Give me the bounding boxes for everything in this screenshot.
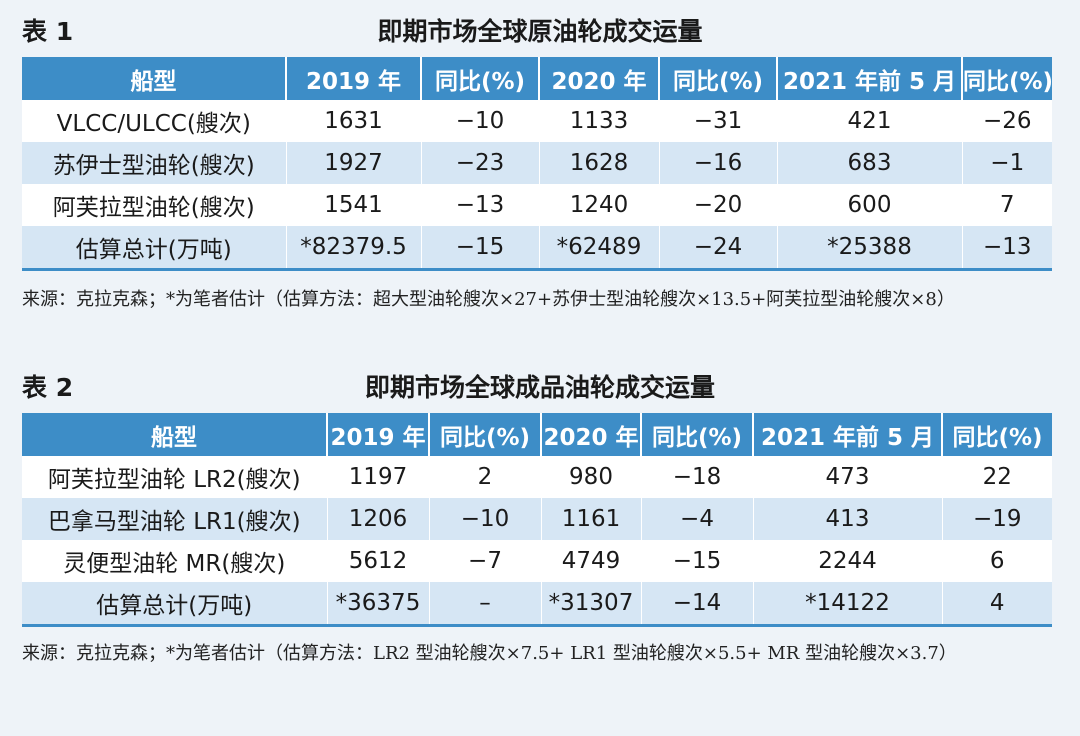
table1-source-note: 来源：克拉克森；*为笔者估计（估算方法：超大型油轮艘次×27+苏伊士型油轮艘次×… [22, 289, 955, 310]
table2-header-row: 船型 2019 年 同比(%) 2020 年 同比(%) 2021 年前 5 月… [22, 413, 1052, 456]
table-cell: 2 [429, 456, 542, 498]
table2-title-row: 表 2 即期市场全球成品油轮成交运量 [0, 364, 1080, 404]
table1-header-2021: 2021 年前 5 月 [777, 57, 963, 100]
table-cell: 巴拿马型油轮 LR1(艘次) [22, 498, 328, 540]
table-cell: 6 [942, 540, 1052, 582]
table-cell: 1133 [539, 100, 660, 142]
table2-header-2020: 2020 年 [541, 413, 642, 456]
table-cell: 估算总计(万吨) [22, 226, 287, 271]
table2-source-note: 来源：克拉克森；*为笔者估计（估算方法：LR2 型油轮艘次×7.5+ LR1 型… [22, 643, 957, 664]
table-cell: 阿芙拉型油轮 LR2(艘次) [22, 456, 328, 498]
table-cell: −19 [942, 498, 1052, 540]
table-cell: VLCC/ULCC(艘次) [22, 100, 287, 142]
table-cell: *36375 [327, 582, 430, 627]
table-cell: 阿芙拉型油轮(艘次) [22, 184, 287, 226]
table-cell: *14122 [753, 582, 943, 627]
table1-header-yoy-2019: 同比(%) [421, 57, 540, 100]
table-row-total: 估算总计(万吨) *36375 – *31307 −14 *14122 4 [22, 582, 1052, 627]
table-cell: *82379.5 [286, 226, 422, 271]
table-row: VLCC/ULCC(艘次) 1631 −10 1133 −31 421 −26 [22, 100, 1052, 142]
table-cell: 1206 [327, 498, 430, 540]
table-cell: −7 [429, 540, 542, 582]
table2-header-yoy-2019: 同比(%) [429, 413, 542, 456]
table-cell: 980 [541, 456, 642, 498]
table-row: 阿芙拉型油轮(艘次) 1541 −13 1240 −20 600 7 [22, 184, 1052, 226]
table-cell: 600 [777, 184, 963, 226]
table1-header-2020: 2020 年 [539, 57, 660, 100]
table2-header-2021: 2021 年前 5 月 [753, 413, 943, 456]
table-cell: 4 [942, 582, 1052, 627]
table-cell: 4749 [541, 540, 642, 582]
table-cell: *25388 [777, 226, 963, 271]
table-cell: 1541 [286, 184, 422, 226]
table-cell: *62489 [539, 226, 660, 271]
table-cell: 473 [753, 456, 943, 498]
table1-header-ship-type: 船型 [22, 57, 287, 100]
table-cell: 1631 [286, 100, 422, 142]
table-cell: 7 [962, 184, 1052, 226]
table-cell: −14 [641, 582, 754, 627]
table2-number: 表 2 [22, 373, 74, 402]
table-cell: −13 [421, 184, 540, 226]
table-cell: 1927 [286, 142, 422, 184]
table2-title: 即期市场全球成品油轮成交运量 [364, 373, 715, 402]
table-cell: 苏伊士型油轮(艘次) [22, 142, 287, 184]
table-cell: −1 [962, 142, 1052, 184]
table-row: 阿芙拉型油轮 LR2(艘次) 1197 2 980 −18 473 22 [22, 456, 1052, 498]
table-cell: – [429, 582, 542, 627]
table-cell: −4 [641, 498, 754, 540]
table-cell: 683 [777, 142, 963, 184]
table-cell: 1161 [541, 498, 642, 540]
table2: 船型 2019 年 同比(%) 2020 年 同比(%) 2021 年前 5 月… [22, 413, 1052, 627]
table-cell: −16 [659, 142, 778, 184]
table-row: 巴拿马型油轮 LR1(艘次) 1206 −10 1161 −4 413 −19 [22, 498, 1052, 540]
table-row: 苏伊士型油轮(艘次) 1927 −23 1628 −16 683 −1 [22, 142, 1052, 184]
table-cell: 421 [777, 100, 963, 142]
table-cell: −13 [962, 226, 1052, 271]
table-cell: −26 [962, 100, 1052, 142]
table-cell: −15 [641, 540, 754, 582]
table-cell: 灵便型油轮 MR(艘次) [22, 540, 328, 582]
table-row-total: 估算总计(万吨) *82379.5 −15 *62489 −24 *25388 … [22, 226, 1052, 271]
table-cell: −15 [421, 226, 540, 271]
table-cell: −10 [421, 100, 540, 142]
table2-header-ship-type: 船型 [22, 413, 328, 456]
table-cell: −18 [641, 456, 754, 498]
table-cell: −10 [429, 498, 542, 540]
table-cell: 2244 [753, 540, 943, 582]
table1-title-row: 表 1 即期市场全球原油轮成交运量 [0, 8, 1080, 48]
table1-header-row: 船型 2019 年 同比(%) 2020 年 同比(%) 2021 年前 5 月… [22, 57, 1053, 100]
table-cell: *31307 [541, 582, 642, 627]
table-cell: 1197 [327, 456, 430, 498]
table2-header-yoy-2020: 同比(%) [641, 413, 754, 456]
table1-number: 表 1 [22, 17, 74, 46]
table1: 船型 2019 年 同比(%) 2020 年 同比(%) 2021 年前 5 月… [22, 57, 1053, 271]
table1-header-2019: 2019 年 [286, 57, 422, 100]
table-cell: 1240 [539, 184, 660, 226]
table-cell: −23 [421, 142, 540, 184]
table-cell: 1628 [539, 142, 660, 184]
table2-header-yoy-2021: 同比(%) [942, 413, 1052, 456]
table-cell: −20 [659, 184, 778, 226]
table2-header-2019: 2019 年 [327, 413, 430, 456]
table-cell: 413 [753, 498, 943, 540]
table-cell: 估算总计(万吨) [22, 582, 328, 627]
table1-header-yoy-2020: 同比(%) [659, 57, 778, 100]
table-cell: −24 [659, 226, 778, 271]
table1-header-yoy-2021: 同比(%) [962, 57, 1053, 100]
table1-title: 即期市场全球原油轮成交运量 [377, 17, 703, 46]
table-row: 灵便型油轮 MR(艘次) 5612 −7 4749 −15 2244 6 [22, 540, 1052, 582]
table-cell: 5612 [327, 540, 430, 582]
table-cell: 22 [942, 456, 1052, 498]
table-cell: −31 [659, 100, 778, 142]
